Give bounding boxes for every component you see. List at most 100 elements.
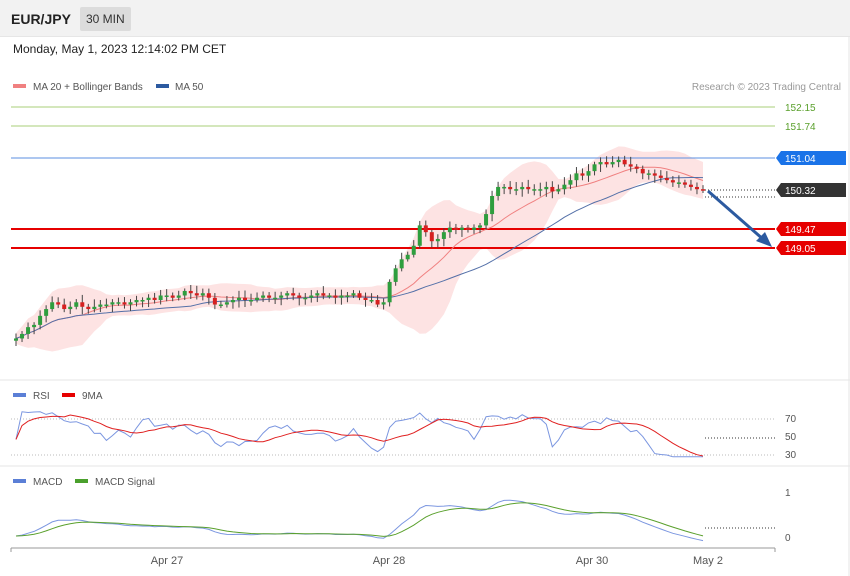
candle-body bbox=[459, 227, 464, 230]
legend-swatch-ma50 bbox=[156, 84, 169, 88]
candle-body bbox=[20, 333, 25, 339]
candle-body bbox=[411, 245, 416, 255]
candle-body bbox=[104, 304, 109, 307]
candle-body bbox=[345, 295, 350, 297]
candle-body bbox=[243, 297, 247, 301]
candle-body bbox=[556, 189, 561, 192]
candle-body bbox=[303, 297, 308, 300]
candle-body bbox=[333, 295, 338, 298]
macd-signal-line bbox=[15, 502, 704, 537]
candle-body bbox=[514, 189, 519, 191]
level-label-149-05: 149.05 bbox=[785, 244, 816, 255]
candle-body bbox=[550, 186, 555, 192]
candle-body bbox=[128, 302, 133, 305]
macd-tick-1: 1 bbox=[785, 488, 791, 499]
candle-body bbox=[453, 227, 458, 230]
candle-body bbox=[140, 300, 145, 302]
macd-tick-0: 0 bbox=[785, 533, 791, 544]
candle-body bbox=[363, 297, 368, 301]
candle-body bbox=[339, 295, 344, 298]
candle-body bbox=[508, 186, 513, 190]
candle-body bbox=[62, 304, 67, 310]
candle-body bbox=[544, 186, 549, 190]
x-tick-apr27: Apr 27 bbox=[151, 555, 183, 567]
candle-body bbox=[628, 164, 633, 167]
symbol-label: EUR/JPY bbox=[11, 11, 71, 27]
candle-body bbox=[351, 293, 356, 296]
candle-body bbox=[375, 300, 380, 305]
rsi-tick-70: 70 bbox=[785, 414, 797, 425]
candle-body bbox=[224, 302, 229, 305]
candle-body bbox=[484, 214, 489, 226]
candle-body bbox=[502, 186, 507, 189]
candle-body bbox=[327, 295, 332, 297]
candle-body bbox=[236, 297, 241, 301]
candle-body bbox=[44, 309, 49, 316]
candle-body bbox=[56, 302, 61, 305]
rsi-9ma-line bbox=[15, 414, 704, 457]
candle-body bbox=[538, 189, 543, 191]
x-tick-apr30: Apr 30 bbox=[576, 555, 608, 567]
candle-body bbox=[568, 180, 573, 185]
candle-body bbox=[682, 182, 687, 185]
candle-body bbox=[447, 227, 452, 233]
candle-body bbox=[532, 189, 537, 191]
legend-macd: MACD bbox=[33, 477, 62, 488]
candle-body bbox=[399, 259, 404, 269]
legend-rsi: RSI bbox=[33, 391, 50, 402]
candle-body bbox=[598, 162, 603, 165]
candle-body bbox=[670, 180, 675, 183]
candle-body bbox=[393, 268, 398, 282]
legend-ma20: MA 20 + Bollinger Bands bbox=[33, 82, 143, 93]
candle-body bbox=[146, 297, 151, 301]
candle-body bbox=[188, 290, 193, 294]
candle-body bbox=[694, 186, 699, 190]
candle-body bbox=[634, 166, 639, 169]
legend-ma50: MA 50 bbox=[175, 82, 204, 93]
candle-body bbox=[586, 171, 591, 176]
bollinger-band bbox=[16, 146, 703, 352]
candles-group bbox=[14, 155, 705, 347]
candle-body bbox=[110, 302, 115, 305]
candle-body bbox=[658, 175, 663, 178]
candle-body bbox=[423, 225, 428, 233]
credit-label: Research © 2023 Trading Central bbox=[692, 82, 841, 93]
level-label-151-74: 151.74 bbox=[785, 122, 816, 133]
forecast-arrow bbox=[707, 189, 772, 247]
candle-body bbox=[652, 173, 657, 176]
candle-body bbox=[291, 293, 296, 296]
candle-body bbox=[526, 186, 531, 190]
candle-body bbox=[230, 300, 235, 303]
candle-body bbox=[267, 295, 272, 298]
candle-body bbox=[134, 300, 139, 303]
level-labels: 152.15 151.74 151.04 150.32 149.47 149.0… bbox=[776, 103, 846, 255]
candle-body bbox=[249, 300, 254, 302]
candle-body bbox=[441, 232, 446, 239]
level-label-150-32: 150.32 bbox=[785, 186, 816, 197]
candle-body bbox=[465, 227, 470, 230]
candle-body bbox=[116, 302, 121, 304]
x-tick-apr28: Apr 28 bbox=[373, 555, 405, 567]
candle-body bbox=[405, 254, 410, 260]
candle-body bbox=[387, 281, 392, 303]
candle-body bbox=[86, 306, 91, 310]
candle-body bbox=[688, 184, 693, 187]
candle-body bbox=[285, 293, 290, 296]
candle-body bbox=[640, 168, 645, 174]
candle-body bbox=[472, 227, 476, 230]
candle-body bbox=[74, 302, 79, 307]
rsi-tick-30: 30 bbox=[785, 450, 797, 461]
candle-body bbox=[490, 195, 495, 215]
candle-body bbox=[381, 302, 386, 305]
candle-body bbox=[309, 295, 314, 298]
candle-body bbox=[68, 306, 73, 310]
x-tick-may2: May 2 bbox=[693, 555, 723, 567]
candle-body bbox=[164, 295, 169, 297]
level-label-152-15: 152.15 bbox=[785, 103, 816, 114]
main-legend: MA 20 + Bollinger Bands MA 50 bbox=[13, 82, 204, 93]
candle-body bbox=[616, 159, 621, 163]
legend-9ma: 9MA bbox=[82, 391, 103, 402]
candle-body bbox=[206, 293, 211, 298]
timeframe-button[interactable]: 30 MIN bbox=[80, 7, 131, 31]
